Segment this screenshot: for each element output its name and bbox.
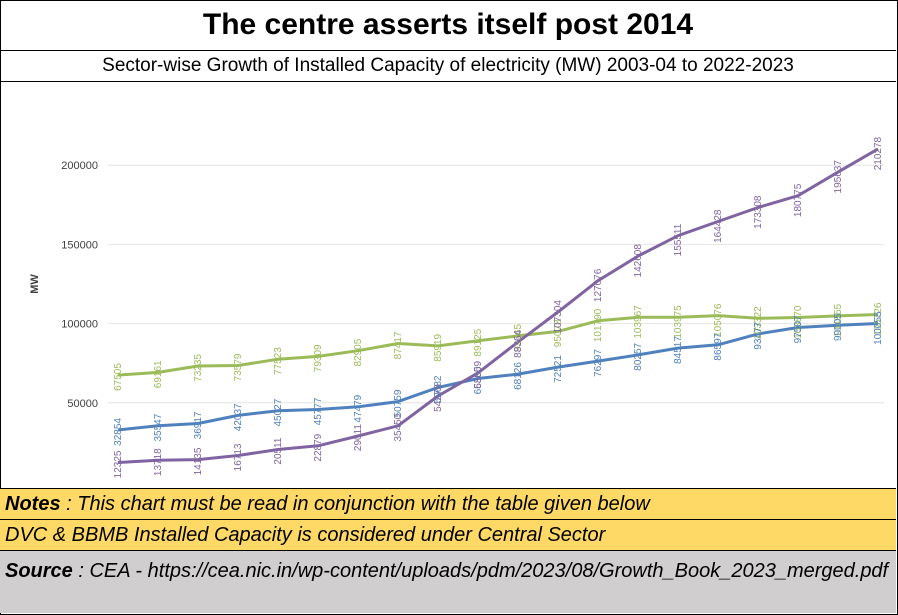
- data-label: 68859: [473, 360, 484, 388]
- data-label: 14135: [193, 447, 204, 475]
- data-label: 164428: [713, 209, 724, 243]
- data-label: 104855: [833, 303, 844, 337]
- source-row: Source : CEA - https://cea.nic.in/wp-con…: [0, 550, 896, 613]
- data-label: 67505: [113, 363, 124, 391]
- series-line-2: [117, 147, 879, 464]
- data-label: 47479: [353, 394, 364, 422]
- source-text: : CEA - https://cea.nic.in/wp-content/up…: [72, 560, 889, 582]
- data-label: 105726: [873, 302, 884, 336]
- data-label: 173308: [753, 195, 764, 229]
- data-label: 73579: [233, 353, 244, 381]
- data-label: 95078: [553, 319, 564, 347]
- page-title: The centre asserts itself post 2014: [0, 0, 896, 51]
- data-label: 107304: [553, 300, 564, 334]
- data-label: 100055: [873, 311, 884, 345]
- source-label: Source: [5, 560, 73, 582]
- data-label: 155511: [673, 223, 684, 256]
- data-label: 59682: [433, 375, 444, 403]
- data-label: 12325: [113, 450, 124, 478]
- data-label: 73235: [193, 354, 204, 382]
- data-label: 92265: [513, 323, 524, 351]
- data-label: 16713: [233, 443, 244, 471]
- data-label: 79309: [313, 344, 324, 372]
- series-line-0: [117, 313, 879, 377]
- note2-text: DVC & BBMB Installed Capacity is conside…: [5, 523, 606, 546]
- data-label: 69161: [153, 360, 164, 388]
- data-label: 82905: [353, 338, 364, 366]
- line-chart: 50000 100000 150000 200000 MW 67505 69161 732…: [29, 136, 884, 478]
- data-label: 84517: [673, 336, 684, 364]
- data-label: 210278: [873, 136, 884, 170]
- data-label: 45027: [273, 398, 284, 426]
- data-labels: 67505 69161 73235 73579 77523 79309 82905 87417…: [113, 136, 884, 478]
- y-tick-label: 150000: [61, 239, 98, 251]
- data-label: 54276: [433, 384, 444, 412]
- data-label: 68126: [513, 362, 524, 390]
- data-label: 77523: [273, 347, 284, 375]
- data-label: 76297: [593, 349, 604, 377]
- data-label: 105076: [713, 303, 724, 337]
- chart-grid: [108, 164, 884, 404]
- data-label: 85919: [433, 333, 444, 361]
- y-axis-label: MW: [29, 274, 41, 294]
- note-text: : This chart must be read in conjunction…: [60, 492, 650, 515]
- data-label: 127076: [593, 268, 604, 302]
- data-label: 35547: [153, 413, 164, 441]
- series-line-1: [117, 322, 879, 432]
- data-label: 50759: [393, 389, 404, 417]
- data-label: 86597: [713, 332, 724, 360]
- data-label: 93477: [753, 321, 764, 349]
- series-lines: [117, 147, 879, 464]
- data-label: 42037: [233, 403, 244, 431]
- data-label: 195637: [833, 160, 844, 194]
- data-label: 20511: [273, 437, 284, 465]
- data-label: 180775: [793, 183, 804, 217]
- data-label: 103322: [753, 306, 764, 340]
- data-label: 80257: [633, 342, 644, 370]
- note-dvc-bbmb: DVC & BBMB Installed Capacity is conside…: [0, 519, 896, 550]
- data-label: 103870: [793, 305, 804, 339]
- data-label: 65360: [473, 366, 484, 394]
- data-label: 88364: [513, 330, 524, 358]
- data-label: 36917: [193, 411, 204, 439]
- data-label: 142608: [633, 244, 644, 278]
- data-label: 101790: [593, 308, 604, 342]
- data-label: 99005: [833, 313, 844, 341]
- y-tick-label: 100000: [61, 319, 98, 331]
- data-label: 72521: [553, 355, 564, 383]
- data-label: 13718: [153, 448, 164, 476]
- note-row: Notes : This chart must be read in conju…: [0, 488, 896, 519]
- data-label: 32854: [113, 418, 124, 446]
- data-label: 103967: [633, 305, 644, 339]
- data-label: 97507: [793, 315, 804, 343]
- y-axis-ticks: 50000 100000 150000 200000: [61, 160, 98, 410]
- y-tick-label: 200000: [61, 160, 98, 172]
- data-label: 45777: [313, 397, 324, 425]
- data-label: 87417: [393, 331, 404, 359]
- y-tick-label: 50000: [67, 398, 98, 410]
- data-label: 103975: [673, 305, 684, 339]
- note-label: Notes: [5, 492, 61, 515]
- chart-subtitle: Sector-wise Growth of Installed Capacity…: [0, 51, 896, 82]
- data-label: 29011: [353, 424, 364, 452]
- data-label: 35450: [393, 413, 404, 441]
- data-label: 22879: [313, 433, 324, 461]
- data-label: 89125: [473, 328, 484, 356]
